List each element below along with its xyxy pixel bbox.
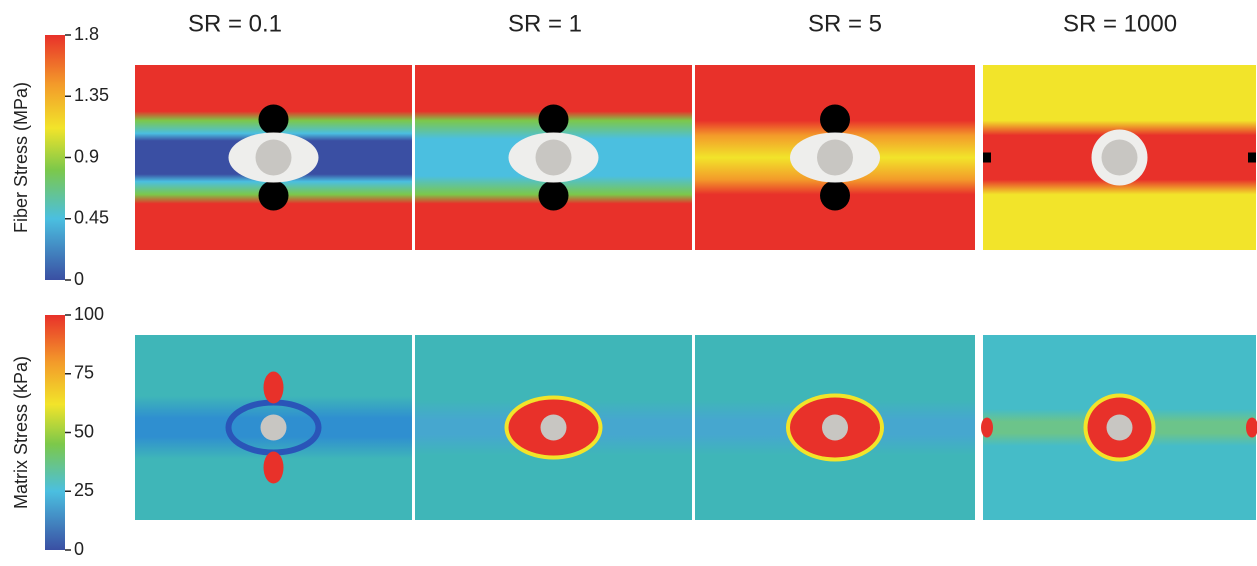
stress-map [981, 335, 1257, 520]
stress-map [695, 65, 975, 250]
stress-map [415, 65, 692, 250]
colorbar-label: Matrix Stress (kPa) [11, 356, 31, 509]
stress-map [135, 335, 412, 520]
colorbar-tick-label: 75 [74, 363, 94, 383]
fiber-free-zone [259, 181, 289, 211]
colorbar [45, 315, 65, 550]
colorbar-tick-label: 0 [74, 539, 84, 559]
fiber-free-zone [539, 105, 569, 135]
colorbar-tick-label: 0.9 [74, 146, 99, 166]
inclusion [1102, 140, 1138, 176]
inclusion [261, 415, 287, 441]
stress-map [415, 335, 692, 520]
fiber-free-zone [259, 105, 289, 135]
column-header: SR = 0.1 [188, 10, 282, 37]
column-header: SR = 1 [508, 10, 582, 37]
colorbar-tick-label: 1.8 [74, 24, 99, 44]
colorbar-tick-label: 0.45 [74, 208, 109, 228]
column-header: SR = 5 [808, 10, 882, 37]
colorbar-label: Fiber Stress (MPa) [11, 82, 31, 233]
edge-mark [1248, 153, 1256, 163]
stress-lobe [264, 452, 284, 484]
edge-mark [983, 153, 991, 163]
inclusion [817, 140, 853, 176]
inclusion [822, 415, 848, 441]
column-header: SR = 1000 [1063, 10, 1177, 37]
stress-map [983, 65, 1256, 250]
fiber-free-zone [820, 105, 850, 135]
colorbar-tick-label: 0 [74, 269, 84, 289]
colorbar-tick-label: 100 [74, 304, 104, 324]
colorbar-tick-label: 50 [74, 421, 94, 441]
figure: SR = 0.1 SR = 1 SR = 5 SR = 1000 Fiber Stres… [0, 0, 1257, 566]
inclusion [256, 140, 292, 176]
stress-map [135, 65, 412, 250]
edge-mark [981, 418, 993, 438]
fiber-free-zone [539, 181, 569, 211]
colorbar-tick-label: 25 [74, 480, 94, 500]
inclusion [536, 140, 572, 176]
stress-lobe [264, 372, 284, 404]
inclusion [541, 415, 567, 441]
fiber-free-zone [820, 181, 850, 211]
stress-map [695, 335, 975, 520]
inclusion [1107, 415, 1133, 441]
colorbar-tick-label: 1.35 [74, 85, 109, 105]
colorbar [45, 35, 65, 280]
